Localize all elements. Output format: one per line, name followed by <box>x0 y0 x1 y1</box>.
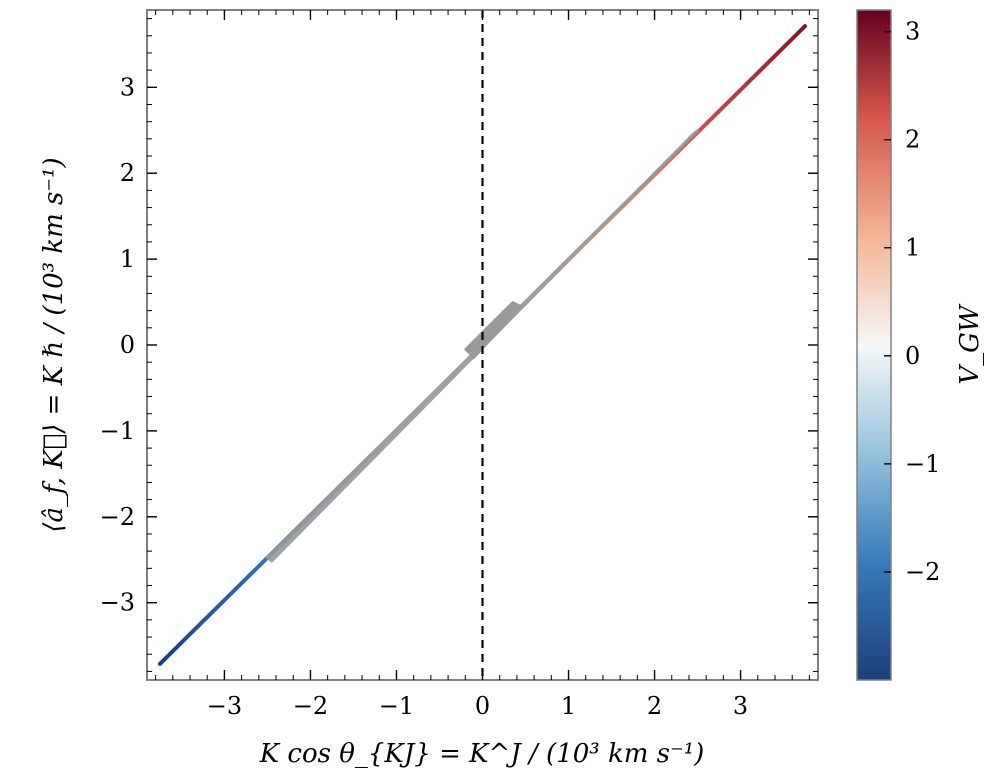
y-tick-label: −2 <box>100 503 135 531</box>
y-tick-label: 1 <box>120 245 135 273</box>
y-axis-label: ⟨â_f, K⃗⟩ = K ℏ / (10³ km s⁻¹) <box>39 157 69 532</box>
x-tick-label: −2 <box>293 692 328 720</box>
x-axis-label: K cos θ_{KJ} = K^J / (10³ km s⁻¹) <box>259 739 705 769</box>
y-tick-label: −3 <box>100 589 135 617</box>
y-tick-label: 2 <box>120 159 135 187</box>
y-tick-label: −1 <box>100 417 135 445</box>
x-tick-label: −3 <box>207 692 242 720</box>
x-tick-label: 1 <box>561 692 576 720</box>
x-tick-label: 3 <box>733 692 748 720</box>
x-tick-label: 0 <box>475 692 490 720</box>
x-tick-label: 2 <box>647 692 662 720</box>
colorbar-tick-label: 1 <box>905 234 920 262</box>
colorbar-tick-label: 2 <box>905 126 920 154</box>
colorbar-ticks: −2 −1 0 1 2 3 <box>884 18 940 586</box>
y-tick-label: 0 <box>120 331 135 359</box>
axis-ticks: −3 −2 −1 0 1 2 3 −3 −2 −1 0 1 2 3 <box>100 10 818 720</box>
colorbar-tick-label: 3 <box>905 18 920 46</box>
colorbar-tick-label: 0 <box>905 342 920 370</box>
plot-area <box>157 10 808 680</box>
y-tick-label: 3 <box>120 73 135 101</box>
data-points-gray-center <box>463 300 523 360</box>
colorbar-label: V_GW <box>955 303 985 385</box>
colorbar-tick-label: −2 <box>905 558 940 586</box>
colorbar <box>856 9 892 681</box>
x-tick-label: −1 <box>379 692 414 720</box>
colorbar-tick-label: −1 <box>905 450 940 478</box>
